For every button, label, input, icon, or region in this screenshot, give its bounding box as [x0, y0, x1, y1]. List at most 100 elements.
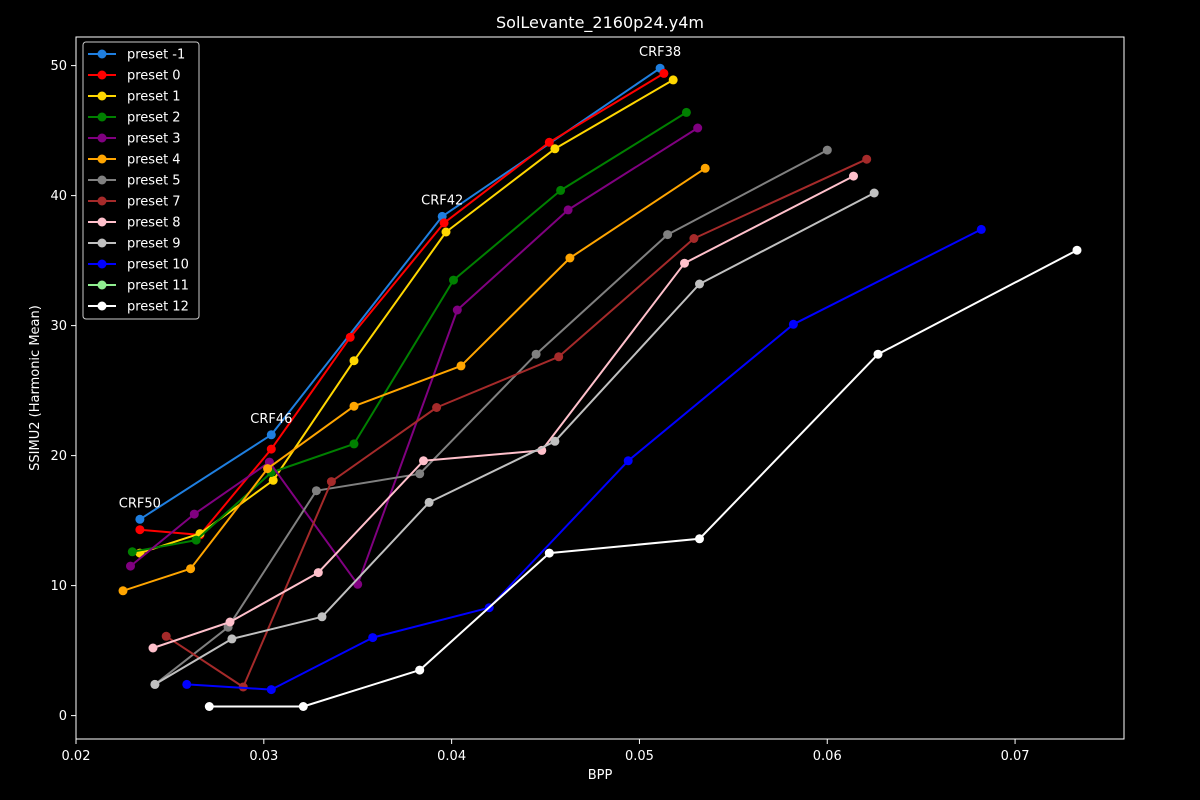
- legend-item-preset-10: preset 10: [88, 258, 189, 273]
- plot-series: [118, 63, 1082, 711]
- data-point: [849, 171, 858, 181]
- data-point: [326, 477, 336, 487]
- legend-swatch-marker: [97, 217, 107, 227]
- legend-label: preset 3: [127, 132, 181, 147]
- legend-item-preset-11: preset 11: [88, 279, 189, 294]
- x-tick-label: 0.05: [625, 749, 654, 764]
- data-point: [449, 275, 458, 285]
- y-tick-label: 10: [50, 579, 67, 594]
- legend-box: [82, 41, 200, 320]
- data-point: [266, 430, 276, 440]
- y-axis: 0 10 20 30 40 50: [50, 59, 76, 724]
- y-tick-label: 50: [50, 59, 67, 74]
- data-point: [659, 68, 669, 78]
- legend-swatch-marker: [97, 154, 107, 164]
- data-point: [182, 679, 192, 689]
- legend-item-preset-7: preset 7: [88, 195, 181, 210]
- data-point: [788, 319, 798, 329]
- data-point: [873, 349, 883, 359]
- data-point: [317, 612, 327, 622]
- data-point: [266, 685, 276, 695]
- data-point: [680, 258, 689, 268]
- x-tick-label: 0.06: [813, 749, 842, 764]
- data-point: [663, 230, 673, 240]
- data-point: [415, 469, 425, 479]
- data-point: [298, 702, 308, 711]
- data-point: [263, 464, 273, 474]
- data-point: [349, 439, 359, 449]
- data-point: [822, 145, 832, 155]
- series-preset-1: [135, 75, 678, 558]
- chart-title: SolLevante_2160p24.y4m: [496, 13, 704, 33]
- plot-area: [75, 36, 1125, 740]
- data-point: [556, 185, 566, 195]
- data-point: [126, 561, 135, 571]
- legend-swatch-marker: [97, 49, 107, 59]
- annotation-label: CRF42: [421, 193, 463, 208]
- data-point: [441, 227, 451, 237]
- series-preset-3: [126, 123, 703, 589]
- legend-item-preset-1: preset 1: [88, 90, 181, 105]
- x-tick-label: 0.07: [1001, 749, 1030, 764]
- data-point: [550, 144, 560, 154]
- data-point: [689, 234, 699, 243]
- data-point: [668, 75, 678, 85]
- data-point: [189, 509, 199, 519]
- y-tick-label: 30: [50, 319, 67, 334]
- y-axis-label: SSIMU2 (Harmonic Mean): [28, 305, 43, 471]
- data-point: [550, 436, 560, 446]
- data-point: [313, 568, 323, 578]
- data-point: [424, 497, 434, 507]
- legend-label: preset 11: [127, 279, 189, 294]
- data-point: [118, 586, 128, 596]
- data-point: [311, 486, 321, 496]
- data-point: [563, 205, 573, 215]
- data-point: [135, 514, 145, 524]
- legend-swatch-marker: [97, 196, 107, 206]
- annotation-label: CRF38: [639, 45, 681, 60]
- data-point: [266, 444, 276, 454]
- legend-label: preset -1: [127, 48, 185, 63]
- legend-swatch-marker: [97, 259, 107, 269]
- y-tick-label: 40: [50, 189, 67, 204]
- legend-item-preset--1: preset -1: [88, 48, 185, 63]
- legend-item-preset-3: preset 3: [88, 132, 181, 147]
- data-point: [695, 534, 704, 544]
- series-preset-12: [204, 245, 1082, 711]
- legend-label: preset 0: [127, 69, 181, 84]
- data-point: [456, 361, 466, 371]
- data-point: [623, 456, 633, 466]
- legend-swatch-marker: [97, 133, 107, 143]
- data-point: [419, 456, 428, 466]
- data-point: [693, 123, 703, 133]
- legend-item-preset-2: preset 2: [88, 111, 181, 126]
- series-preset-8: [148, 171, 858, 653]
- data-point: [368, 633, 378, 643]
- x-axis-label: BPP: [588, 768, 613, 783]
- x-tick-label: 0.03: [249, 749, 278, 764]
- data-point: [148, 643, 158, 653]
- data-point: [186, 564, 196, 574]
- series-preset-9: [150, 188, 879, 689]
- data-point: [700, 163, 710, 173]
- data-point: [862, 154, 872, 164]
- legend-swatch-marker: [97, 238, 107, 248]
- legend-swatch-marker: [97, 301, 107, 311]
- data-point: [554, 352, 564, 362]
- legend-label: preset 1: [127, 90, 181, 105]
- data-point: [452, 305, 462, 315]
- data-point: [439, 218, 449, 228]
- data-point: [150, 679, 160, 689]
- data-point: [225, 617, 235, 627]
- data-point: [204, 702, 214, 711]
- legend-swatch-marker: [97, 175, 107, 185]
- legend-swatch-marker: [97, 70, 107, 80]
- data-point: [1072, 245, 1082, 255]
- y-tick-label: 20: [50, 449, 67, 464]
- legend-swatch-marker: [97, 91, 107, 101]
- legend-label: preset 5: [127, 174, 181, 189]
- data-point: [415, 665, 425, 675]
- legend-item-preset-9: preset 9: [88, 237, 181, 252]
- series-preset-4: [118, 163, 710, 596]
